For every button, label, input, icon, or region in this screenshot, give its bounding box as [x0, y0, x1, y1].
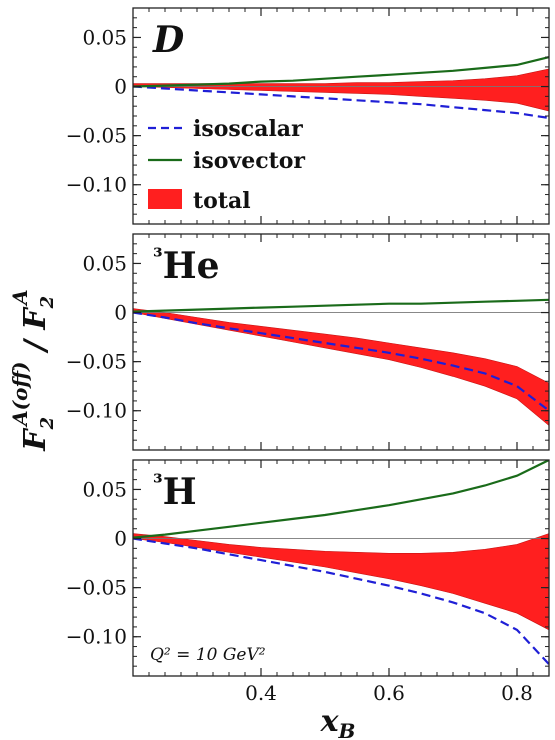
- y-tick-label: −0.05: [66, 124, 127, 148]
- x-tick-label: 0.6: [373, 681, 405, 705]
- isoscalar-line: [133, 537, 549, 665]
- isovector-line: [133, 298, 549, 313]
- y-tick-label: 0: [114, 301, 127, 325]
- y-tick-label: −0.05: [66, 350, 127, 374]
- legend-total-swatch: [148, 189, 182, 209]
- panel-3: 0.05 0 −0.05 −0.10 ³H: [66, 459, 550, 677]
- total-band: [133, 68, 549, 112]
- total-band: [133, 308, 549, 426]
- x-tick-label: 0.8: [501, 681, 533, 705]
- y-tick-label: 0: [114, 527, 127, 551]
- legend-isovector-label: isovector: [193, 148, 305, 174]
- panel-label: ³He: [153, 244, 220, 287]
- isovector-line: [133, 56, 549, 88]
- y-tick-label: 0.05: [82, 25, 127, 49]
- y-tick-label: −0.05: [66, 576, 127, 600]
- y-tick-label: −0.10: [66, 173, 127, 197]
- isoscalar-line: [133, 311, 549, 412]
- y-tick-label: 0: [114, 75, 127, 99]
- panel-2: 0.05 0 −0.05 −0.10 ³He: [66, 233, 550, 451]
- y-axis-title: F2A(off) / F2A: [8, 289, 58, 451]
- q2-annotation: Q² = 10 GeV²: [150, 645, 266, 665]
- total-band: [133, 533, 549, 631]
- y-tick-label: 0.05: [82, 477, 127, 501]
- legend: isoscalar isovector total: [148, 116, 305, 214]
- y-tick-label: 0.05: [82, 251, 127, 275]
- panel-label: D: [152, 19, 184, 61]
- x-tick-label: 0.4: [245, 681, 277, 705]
- y-tick-label: −0.10: [66, 625, 127, 649]
- x-axis-title: xB: [320, 704, 356, 740]
- y-tick-label: −0.10: [66, 399, 127, 423]
- legend-isoscalar-label: isoscalar: [193, 116, 303, 142]
- panel-1: 0.05 0 −0.05 −0.10 D: [66, 7, 550, 225]
- panel-label: ³H: [153, 470, 197, 513]
- legend-total-label: total: [193, 188, 251, 214]
- isovector-line: [133, 460, 549, 539]
